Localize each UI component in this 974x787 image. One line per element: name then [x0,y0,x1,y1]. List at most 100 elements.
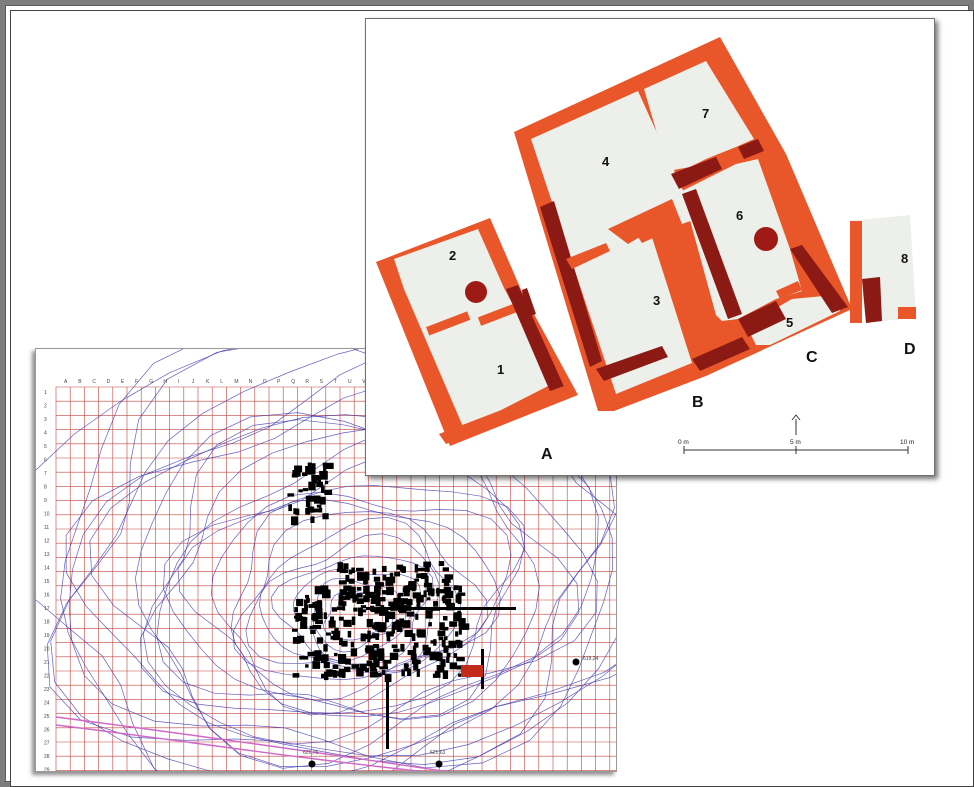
excavated-structure [403,663,409,668]
excavated-structure [343,563,349,570]
column-letter: Q [291,379,295,385]
excavated-structure [330,670,336,676]
excavated-structure [423,561,431,568]
excavated-structure [338,657,347,664]
room-label-1: 1 [497,362,504,377]
column-letter: T [334,379,337,385]
excavated-structure [296,598,304,607]
excavated-structure [413,663,419,671]
excavated-structure [323,612,327,619]
excavated-structure [312,613,318,622]
excavated-structure [374,585,378,594]
excavated-structure [375,599,381,607]
row-number: 10 [44,511,50,517]
excavated-structure [334,652,338,656]
excavated-structure [412,645,417,654]
wall-segment [898,307,916,319]
excavated-structure [319,470,328,480]
excavated-structure [336,568,340,572]
excavated-structure [343,585,352,591]
excavated-structure [292,628,298,632]
row-number: 22 [44,673,50,679]
excavated-structure [375,621,381,631]
excavated-structure [314,601,323,610]
excavated-structure [323,464,327,473]
excavated-structure [443,581,450,586]
excavated-structure [324,489,333,495]
excavated-structure [322,462,328,467]
scale-label-start: 0 m [678,439,689,446]
wall-segment [528,386,568,410]
excavated-structure [403,591,410,597]
excavated-structure [420,573,428,579]
excavated-structure [328,620,336,628]
excavated-structure [314,495,321,504]
excavated-structure [386,679,389,749]
excavated-structure [326,669,333,677]
row-number: 5 [44,444,47,450]
excavated-structure [288,504,292,512]
block-label-b: B [692,394,704,411]
excavated-structure [443,645,449,653]
inner-wall [506,285,566,396]
inner-wall [596,346,668,381]
excavated-structures [287,462,516,749]
excavated-structure [458,626,462,635]
row-number: 7 [44,471,47,477]
excavated-structure [407,668,412,677]
excavated-structure [348,578,355,584]
excavated-structure [369,663,377,670]
excavated-structure [444,590,454,598]
row-number: 12 [44,538,50,544]
excavated-structure [353,607,358,612]
row-number: 13 [44,552,50,558]
excavated-structure [317,476,321,484]
excavated-structure [377,582,385,587]
row-number: 14 [44,565,50,571]
room-6-floor [682,159,802,321]
excavated-structure [439,622,445,630]
excavated-structure [376,648,385,657]
excavated-structure [324,480,329,485]
excavated-structure [363,586,370,594]
excavated-structure [424,566,430,572]
excavated-structure [442,670,449,679]
excavated-structure [453,653,458,658]
wall-segment [850,221,862,323]
excavated-structure [386,631,394,637]
row-number: 11 [44,525,49,531]
excavated-structure [446,657,450,663]
excavated-structure [381,565,387,572]
excavated-structure [305,594,310,599]
excavated-structure [291,516,299,526]
excavated-structure [433,639,437,646]
excavated-structure [360,633,366,642]
excavated-structure [456,640,463,648]
excavated-structure [364,571,370,581]
excavated-structure [365,667,369,672]
inner-wall [692,337,750,371]
row-number: 2 [44,403,47,409]
excavated-structure [435,589,444,594]
excavated-structure [422,644,429,651]
excavated-structure [396,598,405,608]
excavated-structure [457,592,466,596]
excavated-structure [438,636,444,641]
column-letter: J [192,379,195,385]
excavated-structure [347,630,352,638]
column-letter: U [348,379,352,385]
excavated-structure [389,572,394,580]
excavated-structure [366,607,516,610]
block-d [850,215,916,323]
row-number: 6 [44,457,47,463]
excavated-structure [397,593,401,599]
elevation-label: 621,63 [430,750,446,756]
excavated-structure [292,673,300,678]
excavated-structure [321,485,325,493]
excavated-structure [371,597,376,603]
excavated-structure [409,581,416,586]
excavated-structure [332,633,340,641]
column-letter: N [249,379,253,385]
excavated-structure [370,668,378,672]
excavated-structure [408,583,417,591]
